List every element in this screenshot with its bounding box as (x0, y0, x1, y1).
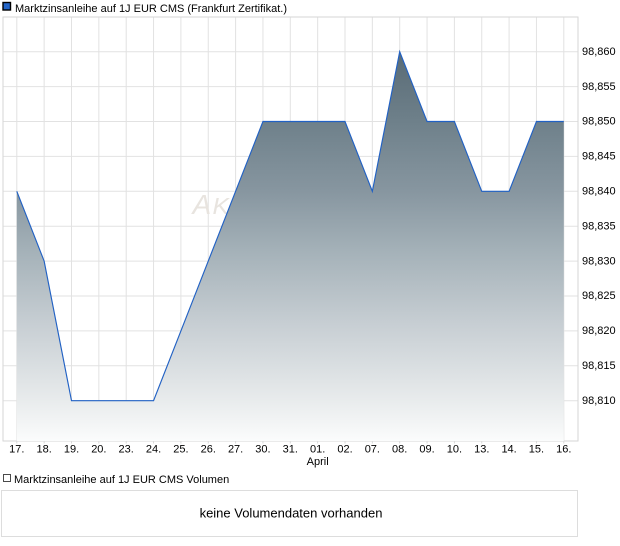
svg-text:Marktzinsanleihe auf 1J EUR CM: Marktzinsanleihe auf 1J EUR CMS (Frankfu… (15, 3, 287, 15)
svg-text:K: K (213, 193, 231, 219)
svg-text:98,810: 98,810 (582, 395, 616, 407)
svg-text:16.: 16. (556, 444, 571, 456)
svg-text:23.: 23. (119, 444, 134, 456)
svg-text:14.: 14. (501, 444, 516, 456)
svg-text:30.: 30. (255, 444, 270, 456)
svg-text:26.: 26. (201, 444, 216, 456)
svg-text:98,855: 98,855 (582, 81, 616, 93)
svg-text:27.: 27. (228, 444, 243, 456)
svg-text:Marktzinsanleihe auf 1J EUR CM: Marktzinsanleihe auf 1J EUR CMS Volumen (14, 474, 229, 486)
svg-text:keine Volumendaten vorhanden: keine Volumendaten vorhanden (200, 506, 383, 521)
svg-text:31.: 31. (283, 444, 298, 456)
svg-text:19.: 19. (64, 444, 79, 456)
svg-text:02.: 02. (337, 444, 352, 456)
svg-text:10.: 10. (447, 444, 462, 456)
svg-text:98,835: 98,835 (582, 220, 616, 232)
svg-text:24.: 24. (146, 444, 161, 456)
svg-text:13.: 13. (474, 444, 489, 456)
svg-text:98,860: 98,860 (582, 46, 616, 58)
svg-text:20.: 20. (91, 444, 106, 456)
svg-text:98,840: 98,840 (582, 186, 616, 198)
svg-text:07.: 07. (365, 444, 380, 456)
svg-text:98,825: 98,825 (582, 290, 616, 302)
svg-text:A: A (191, 189, 212, 220)
svg-text:17.: 17. (9, 444, 24, 456)
svg-text:98,815: 98,815 (582, 360, 616, 372)
svg-text:09.: 09. (419, 444, 434, 456)
svg-text:25.: 25. (173, 444, 188, 456)
svg-text:98,845: 98,845 (582, 151, 616, 163)
svg-text:98,850: 98,850 (582, 116, 616, 128)
svg-text:08.: 08. (392, 444, 407, 456)
svg-text:15.: 15. (529, 444, 544, 456)
svg-text:April: April (307, 456, 329, 468)
svg-text:18.: 18. (37, 444, 52, 456)
svg-text:01.: 01. (310, 444, 325, 456)
svg-text:98,830: 98,830 (582, 255, 616, 267)
svg-text:98,820: 98,820 (582, 325, 616, 337)
